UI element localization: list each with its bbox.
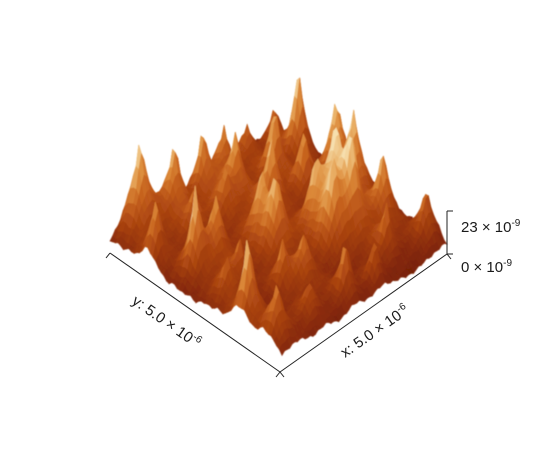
height-surface[interactable] bbox=[109, 77, 448, 357]
z-axis-min-label: 0 × 10-9 bbox=[461, 258, 512, 276]
y-axis-label: y: 5.0 × 10-6 bbox=[129, 292, 205, 353]
z-axis-max-label: 23 × 10-9 bbox=[461, 218, 521, 236]
y-axis-tick bbox=[275, 371, 281, 378]
y-axis-tick bbox=[105, 252, 111, 259]
surface-patch bbox=[278, 343, 285, 357]
x-axis-tick bbox=[279, 371, 285, 378]
x-axis-tick bbox=[446, 253, 452, 260]
y-axis-line bbox=[109, 252, 281, 373]
z-axis: 23 × 10-9 0 × 10-9 bbox=[446, 210, 521, 276]
x-axis-line bbox=[279, 253, 448, 373]
